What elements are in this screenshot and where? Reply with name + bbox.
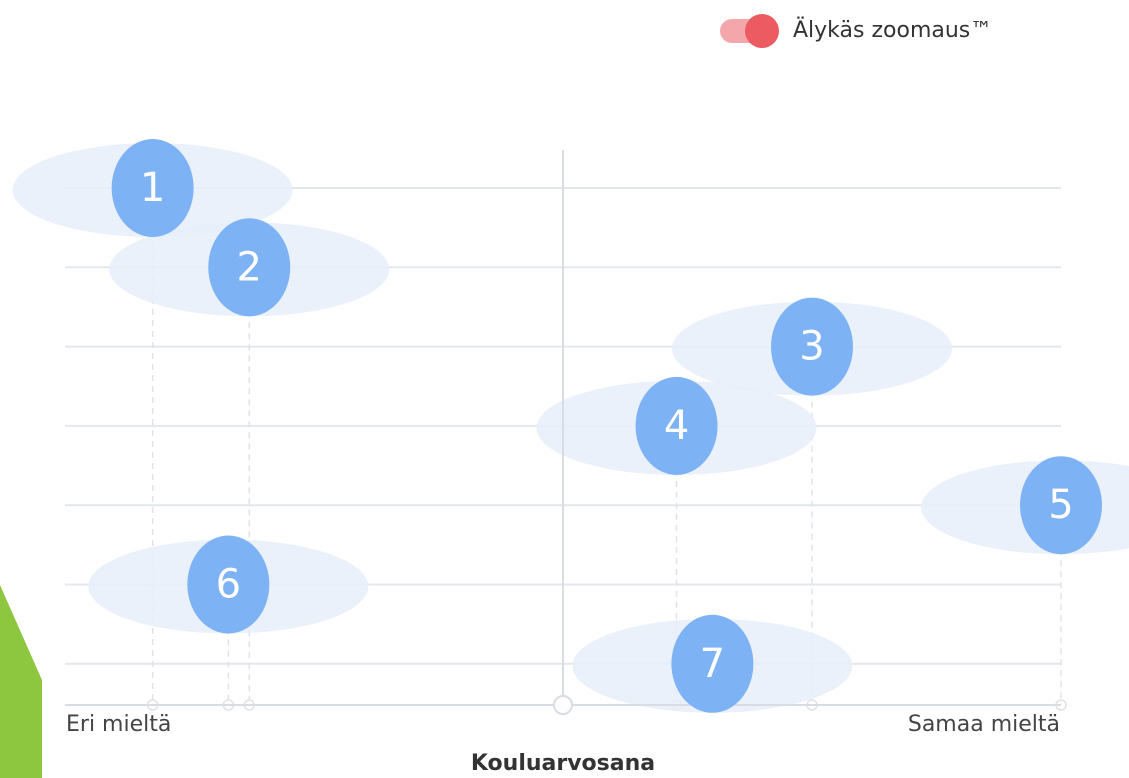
point-label: 5 xyxy=(1048,482,1073,528)
point-label: 3 xyxy=(799,324,824,370)
x-min-label: Eri mieltä xyxy=(66,712,171,737)
point xyxy=(111,139,194,237)
point xyxy=(187,535,270,634)
slide-decoration xyxy=(0,585,42,778)
point-label: 2 xyxy=(237,244,262,290)
point-label: 1 xyxy=(140,165,165,211)
point xyxy=(208,218,291,317)
axis-center-dot xyxy=(553,695,573,715)
point-label: 4 xyxy=(664,403,689,449)
point xyxy=(635,376,718,475)
x-axis-title: Kouluarvosana xyxy=(471,751,655,776)
toggle-knob[interactable] xyxy=(745,14,779,48)
point xyxy=(1020,456,1102,555)
point xyxy=(771,297,853,396)
zoom-toggle[interactable] xyxy=(720,14,779,48)
point-label: 7 xyxy=(700,641,725,687)
toggle-label: Älykäs zoomaus™ xyxy=(793,17,992,43)
x-max-label: Samaa mieltä xyxy=(908,712,1060,737)
point-label: 6 xyxy=(216,562,241,608)
point xyxy=(671,614,754,713)
